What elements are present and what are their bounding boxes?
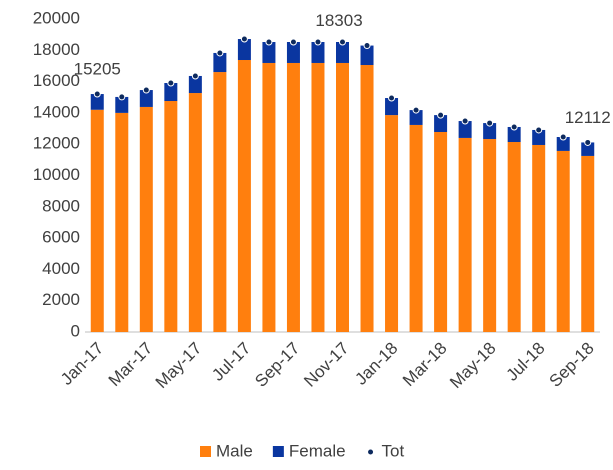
bar-segment [311,62,325,332]
total-dot [412,106,420,114]
bar-segment [385,115,399,332]
bar-segment [336,62,349,332]
bar-segment [237,39,251,61]
bar-segment [532,144,546,332]
bar-segment [139,106,153,332]
bar-segment [483,123,497,140]
x-tick-label: Mar-18 [399,339,451,391]
bar-segment [458,137,472,332]
legend-marker [272,446,284,457]
y-tick-label: 12000 [33,134,80,153]
data-label: 15205 [74,60,121,79]
total-dot [584,138,592,146]
bar-segment [213,52,227,73]
x-tick-label: Sep-17 [251,339,303,391]
bar-segment [360,45,374,66]
x-tick-label: Jan-18 [351,339,401,389]
bar-segment [532,129,546,145]
bar-segment [507,126,521,143]
legend-label: Female [289,441,346,460]
bar-segment [262,42,276,63]
bar-segment [434,131,448,332]
y-tick-label: 2000 [42,290,80,309]
y-tick-label: 10000 [33,165,80,184]
total-dot [510,123,518,131]
x-tick-label: Nov-17 [300,339,352,391]
y-tick-label: 20000 [33,8,80,27]
bar-segment [286,62,300,332]
bar-segment [385,98,399,116]
bar-segment [164,83,178,102]
bar-segment [581,155,595,332]
y-tick-label: 14000 [33,102,80,121]
total-dot [93,90,101,98]
data-label: 12112 [565,108,611,127]
total-dot [289,38,297,46]
x-tick-label: Jul-17 [208,339,254,385]
total-dot [486,119,494,127]
total-dot [535,126,543,134]
bar-segment [90,109,104,333]
bar-segment [581,142,595,156]
y-tick-label: 6000 [42,228,80,247]
legend-label: Male [216,441,253,460]
bar-segment [237,60,251,333]
bar-segment [286,42,300,63]
total-dot [437,111,445,119]
total-dot [314,38,322,46]
bar-segment [90,94,104,110]
y-tick-label: 8000 [42,196,80,215]
y-tick-label: 18000 [33,40,80,59]
bar-segment [360,65,374,333]
data-label: 18303 [315,11,362,30]
total-dot [118,93,126,101]
bar-segment [115,112,129,333]
y-tick-label: 4000 [42,259,80,278]
bar-segment [507,142,521,332]
y-tick-label: 16000 [33,71,80,90]
bar-segment [139,90,153,107]
total-dot [167,79,175,87]
x-tick-label: Mar-17 [105,339,157,391]
x-tick-label: May-17 [152,339,206,393]
x-tick-label: May-18 [446,339,500,393]
bar-segment [458,121,472,138]
bar-segment [483,139,497,332]
bar-segment [409,110,423,125]
total-dot [559,133,567,141]
x-tick-label: Jul-18 [503,339,549,385]
bar-segment [188,75,202,94]
bar-segment [556,150,570,332]
legend-label: Tot [382,441,405,460]
bar-segment [434,115,448,132]
total-dot [216,49,224,57]
y-tick-label: 0 [71,321,80,340]
bar-segment [188,93,202,332]
bar-segment [311,42,325,63]
x-tick-label: Jan-17 [57,339,107,389]
x-tick-label: Sep-18 [546,339,598,391]
total-dot [191,72,199,80]
bar-segment [409,124,423,332]
bar-segment [115,96,129,113]
total-dot [240,35,248,43]
bar-segment [164,101,178,332]
bar-segment [213,72,227,332]
legend-marker [200,446,211,457]
legend-marker [367,448,375,456]
total-dot [265,38,273,46]
bar-segment [336,42,349,63]
total-dot [363,42,371,50]
total-dot [388,94,396,102]
total-dot [339,38,346,46]
total-dot [142,86,150,94]
bar-segment [556,137,570,151]
total-dot [461,117,469,125]
bar-segment [262,62,276,332]
